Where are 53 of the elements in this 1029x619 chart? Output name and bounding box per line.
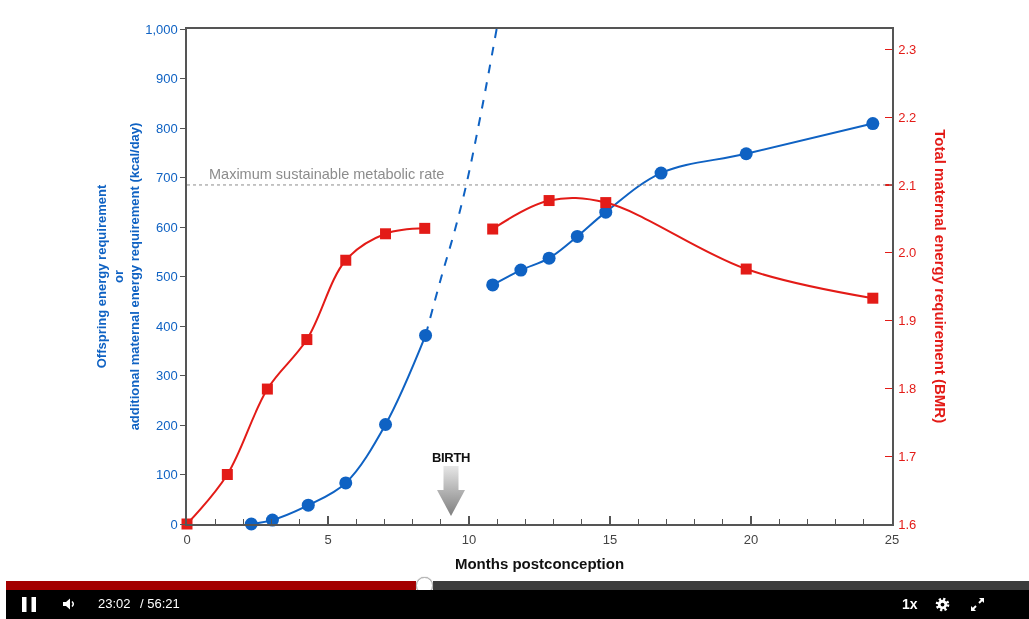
x-tick-label: 25	[884, 532, 900, 548]
point	[740, 263, 752, 275]
point	[301, 334, 313, 346]
point	[866, 117, 880, 131]
point	[570, 229, 584, 243]
y-tick-label: 900	[156, 71, 178, 87]
point	[221, 469, 233, 480]
x-tick-label: 10	[461, 532, 477, 548]
y2-tick-label: 2.3	[898, 41, 917, 57]
y-tick-label: 1,000	[145, 21, 178, 37]
annotation: BIRTH	[431, 450, 471, 465]
y2-tick-label: 1.6	[898, 516, 917, 532]
point	[600, 197, 612, 209]
point	[542, 251, 556, 265]
y-tick-label: 700	[156, 170, 178, 186]
point	[486, 278, 500, 292]
point	[543, 195, 555, 207]
y-tick-label: 500	[156, 269, 178, 285]
y2-tick-label: 2.2	[898, 109, 917, 125]
point	[867, 292, 879, 304]
point	[340, 254, 352, 266]
y2-tick-label: 2.1	[898, 177, 917, 193]
y-axis-title: Offspring energy requirement or additional maternal energy requirement (kcal/day)	[93, 122, 143, 431]
point	[419, 328, 433, 342]
y-tick-label: 200	[156, 417, 178, 433]
y2-axis-title: Total maternal energy requirement (BMR)	[931, 129, 949, 424]
point	[487, 223, 499, 235]
point	[419, 222, 431, 234]
y2-tick-label: 1.9	[898, 313, 917, 329]
y2-tick-label: 2.0	[898, 245, 917, 261]
point	[654, 166, 668, 180]
point	[379, 418, 393, 431]
x-tick-label: 5	[324, 532, 332, 548]
point	[301, 498, 315, 512]
point	[514, 263, 528, 277]
y-tick-label: 300	[156, 368, 178, 384]
point	[339, 476, 353, 490]
x-tick-label: 20	[743, 532, 759, 548]
y2-tick-label: 1.7	[898, 448, 917, 464]
point	[739, 147, 753, 161]
control-bar: 23:02 / 56:21 1x	[6, 590, 1029, 619]
x-axis-title: Months postconception	[454, 554, 625, 572]
x-tick-label: 0	[183, 532, 191, 548]
y-tick-label: 800	[156, 120, 178, 136]
x-tick-label: 15	[602, 532, 618, 548]
y-tick-label: 100	[156, 467, 178, 483]
y-tick-label: 400	[156, 318, 178, 334]
ref-line-label: Maximum sustainable metabolic rate	[209, 166, 445, 182]
point	[380, 228, 392, 240]
point	[261, 383, 273, 395]
y-tick-label: 600	[156, 219, 178, 235]
y-tick-label: 0	[170, 516, 178, 532]
y2-tick-label: 1.8	[898, 380, 917, 396]
